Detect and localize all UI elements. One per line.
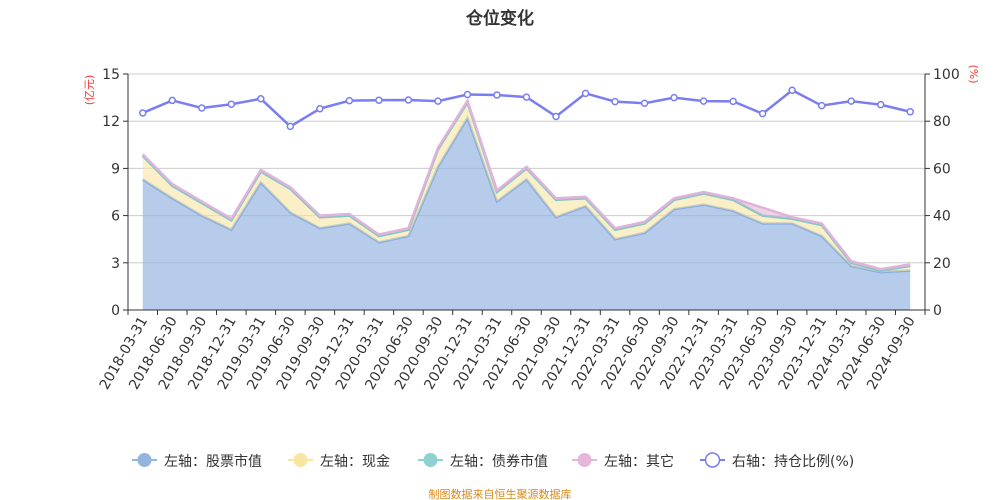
data-point	[434, 97, 442, 105]
y-right-tick-label: 100	[933, 67, 960, 83]
data-point	[670, 93, 678, 102]
y-right-tick-label: 80	[933, 114, 951, 130]
y-right-tick-label: 20	[933, 256, 951, 272]
data-point	[640, 99, 649, 108]
y-left-tick-label: 3	[111, 256, 120, 272]
legend-swatch	[423, 453, 438, 467]
data-point	[847, 97, 855, 105]
data-point	[168, 96, 177, 105]
data-point	[286, 122, 295, 131]
y-left-tick-label: 0	[111, 303, 120, 319]
data-point	[198, 104, 206, 112]
data-point	[493, 91, 501, 99]
source-note: 制图数据来自恒生聚源数据库	[428, 488, 572, 500]
y-right-tick-label: 40	[933, 209, 951, 225]
data-point	[729, 97, 737, 106]
legend-item: 左轴：股票市值	[164, 453, 262, 470]
chart-title: 仓位变化	[466, 9, 534, 29]
data-point	[522, 93, 531, 101]
data-point	[227, 100, 236, 108]
legend-item: 右轴：持仓比例(%)	[732, 454, 854, 470]
data-point	[257, 95, 265, 103]
y-left-tick-label: 15	[102, 67, 120, 83]
y-left-tick-label: 12	[102, 114, 120, 130]
data-point	[463, 90, 472, 99]
data-point	[699, 97, 708, 105]
area-line-左轴：其它	[141, 97, 911, 271]
data-point	[611, 97, 619, 106]
data-point	[876, 100, 885, 109]
legend-item: 左轴：债券市值	[450, 453, 548, 470]
data-point	[552, 112, 560, 121]
data-point	[581, 89, 590, 98]
data-point	[817, 101, 826, 110]
legend-swatch	[577, 453, 592, 467]
data-point	[404, 96, 413, 104]
data-point	[788, 86, 796, 95]
legend-swatch	[293, 453, 308, 467]
y-right-axis-label: (%)	[967, 64, 980, 83]
data-point	[758, 109, 767, 118]
y-left-tick-label: 9	[111, 161, 120, 177]
legend-item: 左轴：现金	[320, 454, 390, 470]
y-right-tick-label: 60	[933, 161, 951, 177]
data-point	[316, 104, 324, 113]
data-point	[375, 96, 383, 104]
area-左轴：股票市值	[142, 118, 911, 310]
legend-item: 左轴：其它	[604, 453, 674, 470]
y-left-axis-label: (亿元)	[83, 75, 96, 106]
data-point	[345, 96, 354, 105]
legend-swatch	[137, 453, 152, 467]
legend-swatch	[704, 452, 721, 468]
data-point	[906, 108, 914, 116]
y-right-tick-label: 0	[933, 303, 942, 319]
y-left-tick-label: 6	[111, 209, 120, 225]
data-point	[139, 109, 147, 117]
